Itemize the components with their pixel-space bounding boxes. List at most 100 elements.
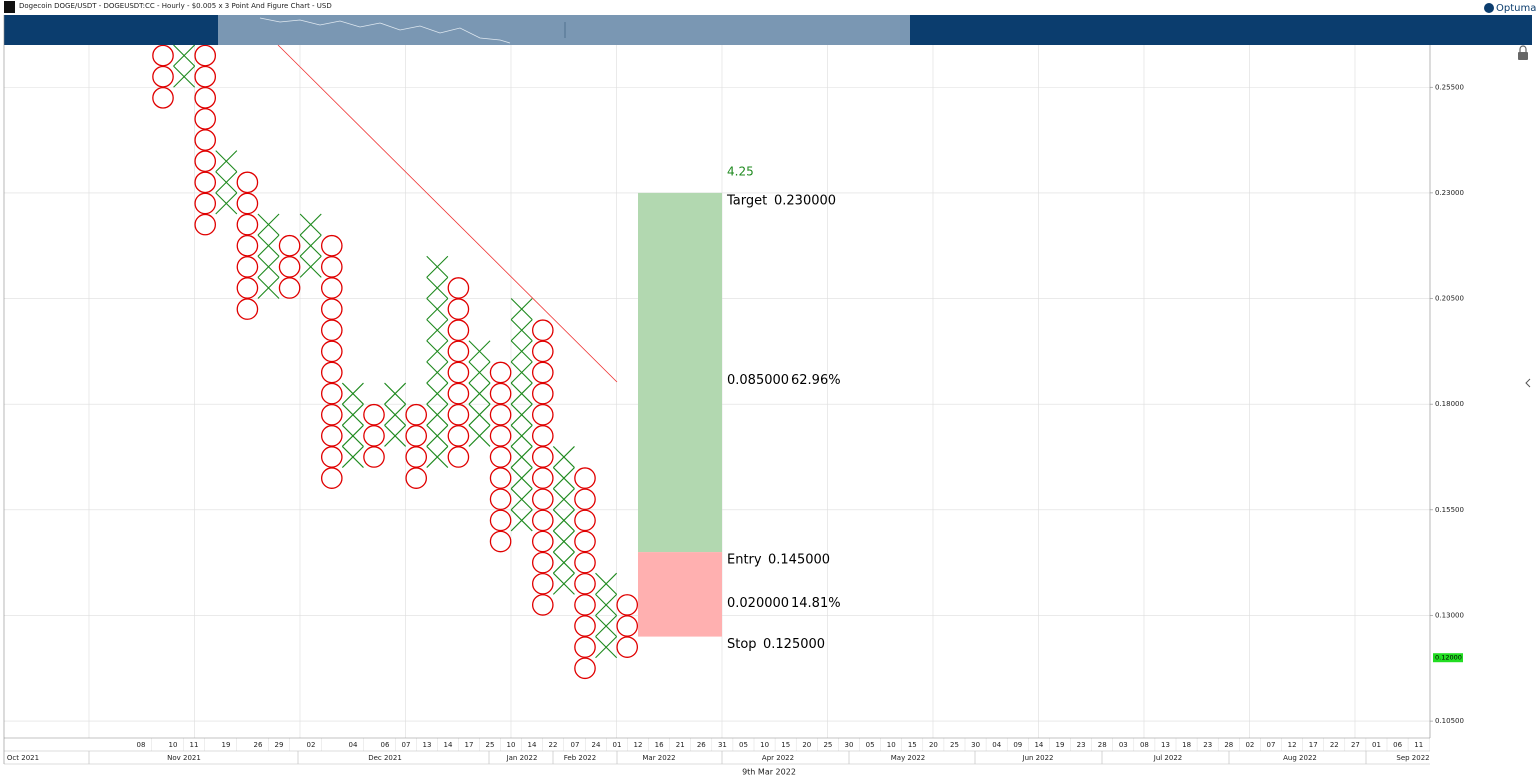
o-box: [489, 530, 512, 553]
x-box: [341, 446, 364, 468]
x-box: [257, 213, 280, 236]
x-box: [426, 277, 449, 299]
x-box: [215, 150, 238, 173]
o-box: [405, 467, 428, 489]
o-box: [236, 234, 259, 257]
brand-logo: [1484, 3, 1494, 13]
o-box: [574, 467, 596, 489]
o-box: [531, 446, 554, 468]
o-box: [236, 256, 259, 278]
o-box: [278, 256, 301, 278]
x-box: [595, 593, 618, 616]
o-box: [194, 44, 217, 67]
x-box: [510, 382, 533, 405]
x-box: [510, 467, 533, 490]
last-price-label: 0.12000: [1435, 654, 1462, 662]
x-tick-label: 25: [486, 741, 495, 749]
x-column: [341, 382, 364, 468]
x-box: [510, 424, 533, 447]
x-box: [552, 551, 575, 574]
x-column: [426, 255, 449, 468]
x-box: [468, 361, 491, 384]
o-box: [194, 87, 217, 109]
x-tick-label: 30: [971, 741, 980, 749]
month-label: Jun 2022: [1022, 754, 1054, 762]
o-box: [447, 403, 470, 426]
o-column: [236, 171, 259, 320]
x-tick-label: 08: [137, 741, 146, 749]
month-label: Feb 2022: [564, 754, 596, 762]
x-tick-label: 10: [887, 741, 896, 749]
o-box: [194, 150, 217, 173]
o-column: [320, 234, 343, 489]
x-column: [468, 340, 491, 447]
month-label: Oct 2021: [7, 754, 39, 762]
x-box: [426, 403, 449, 426]
o-box: [152, 44, 174, 67]
x-box: [426, 298, 449, 321]
x-tick-label: 10: [169, 741, 178, 749]
x-box: [510, 340, 533, 363]
y-tick-label: 0.13000: [1435, 611, 1464, 619]
entry-label: Entry: [727, 553, 762, 568]
o-box: [574, 488, 596, 511]
o-box: [447, 340, 470, 363]
navigator-selection[interactable]: [218, 15, 910, 45]
x-tick-label: 18: [1182, 741, 1191, 749]
x-tick-label: 12: [1288, 741, 1297, 749]
target-value: 0.230000: [774, 193, 836, 208]
entry-value: 0.145000: [768, 553, 830, 568]
x-box: [426, 340, 449, 363]
x-box: [426, 382, 449, 405]
x-box: [384, 403, 407, 426]
x-tick-label: 19: [1056, 741, 1065, 749]
x-tick-label: 26: [697, 741, 706, 749]
o-box: [320, 467, 343, 489]
x-tick-label: 04: [349, 741, 358, 749]
o-box: [320, 382, 343, 405]
o-column: [194, 44, 217, 236]
o-box: [574, 530, 596, 553]
month-label: Aug 2022: [1283, 754, 1317, 762]
x-tick-label: 25: [823, 741, 832, 749]
x-tick-label: 06: [381, 741, 390, 749]
o-column: [574, 467, 596, 680]
x-tick-label: 05: [866, 741, 875, 749]
x-box: [299, 213, 322, 236]
o-box: [320, 361, 343, 384]
y-tick-label: 0.20500: [1435, 295, 1464, 303]
x-tick-label: 23: [1077, 741, 1086, 749]
o-box: [320, 425, 343, 447]
x-box: [552, 446, 575, 468]
o-box: [194, 65, 217, 88]
stop-label: Stop: [727, 637, 757, 652]
lock-icon[interactable]: [1518, 52, 1528, 60]
o-box: [194, 213, 217, 236]
o-column: [531, 319, 554, 616]
x-tick-label: 10: [760, 741, 769, 749]
o-box: [447, 319, 470, 342]
o-box: [489, 509, 512, 532]
x-box: [299, 255, 322, 278]
o-box: [236, 298, 259, 320]
navigator-line: [259, 17, 511, 44]
x-tick-label: 23: [1203, 741, 1212, 749]
o-box: [489, 467, 512, 489]
risk-label: 0.020000: [727, 596, 789, 611]
x-tick-label: 02: [307, 741, 316, 749]
x-box: [468, 340, 491, 363]
x-tick-label: 13: [1161, 741, 1170, 749]
menu-icon[interactable]: [4, 1, 15, 13]
x-box: [426, 319, 449, 342]
crosshair-date: 9th Mar 2022: [742, 768, 796, 777]
o-box: [363, 425, 385, 447]
y-tick-label: 0.10500: [1435, 717, 1464, 725]
month-label: May 2022: [891, 754, 926, 762]
x-tick-label: 11: [190, 741, 199, 749]
o-box: [236, 277, 259, 299]
overlay: 0.10500 0.13000 0.15500 0.18000 0.20500 0.230…: [7, 83, 1464, 764]
panel-toggle[interactable]: [1525, 378, 1531, 388]
x-column: [384, 382, 407, 447]
x-box: [595, 572, 618, 595]
